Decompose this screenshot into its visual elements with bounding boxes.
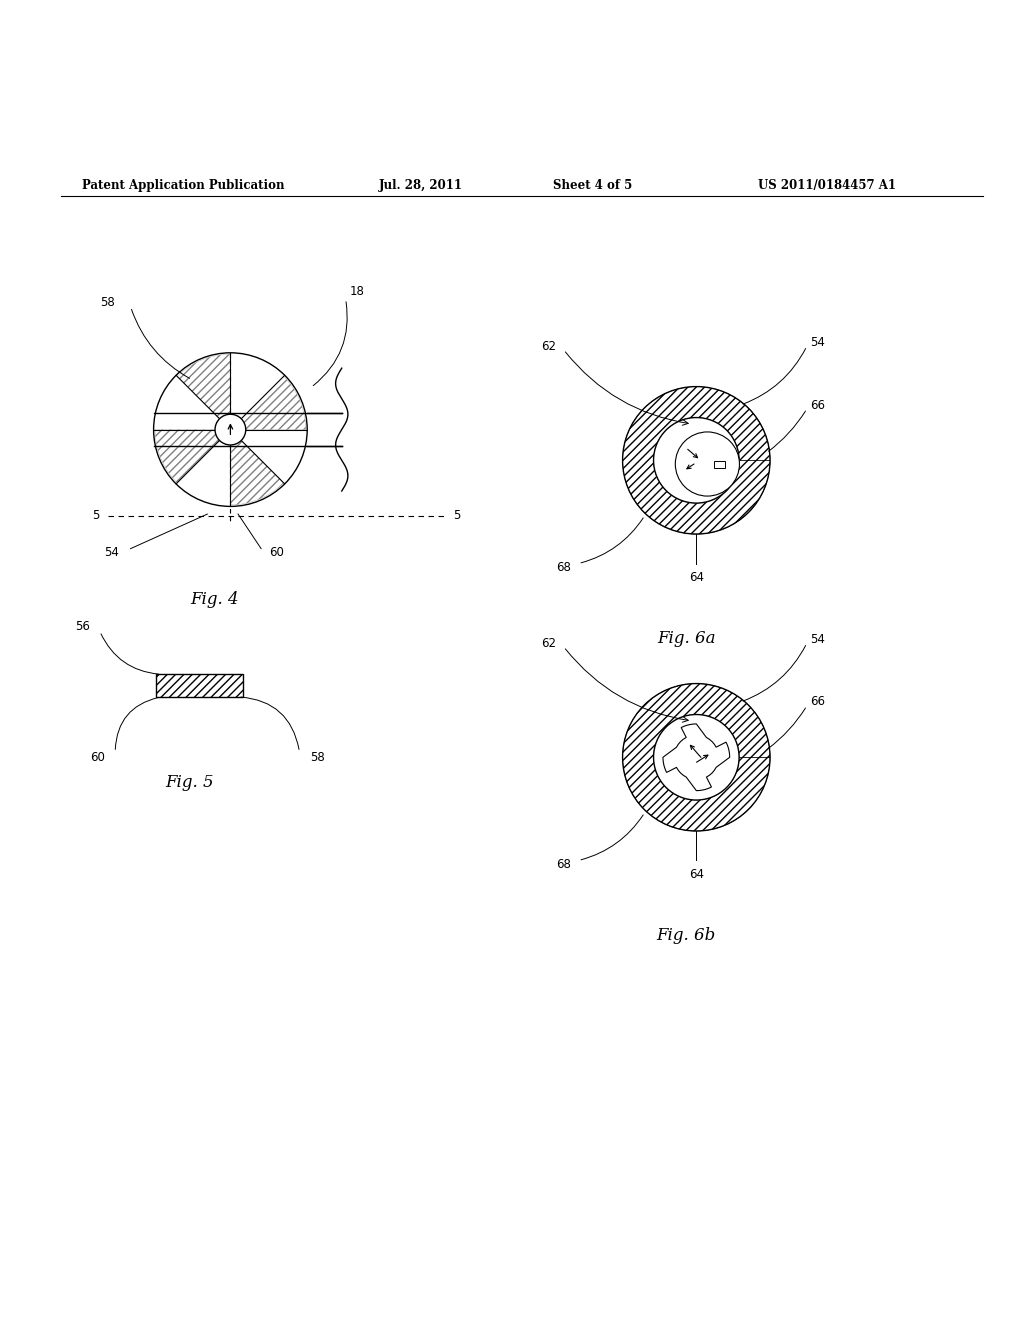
Text: US 2011/0184457 A1: US 2011/0184457 A1 (758, 180, 896, 193)
Text: Fig. 4: Fig. 4 (190, 591, 240, 609)
Text: Jul. 28, 2011: Jul. 28, 2011 (379, 180, 463, 193)
Text: Fig. 6a: Fig. 6a (656, 630, 716, 647)
Text: 60: 60 (90, 751, 104, 764)
Text: Fig. 5: Fig. 5 (165, 774, 214, 791)
Bar (156, 675, 244, 697)
Text: Sheet 4 of 5: Sheet 4 of 5 (553, 180, 632, 193)
Text: 5: 5 (453, 510, 461, 523)
Text: Fig. 6b: Fig. 6b (656, 927, 716, 944)
Circle shape (653, 714, 739, 800)
Circle shape (215, 414, 246, 445)
Circle shape (675, 432, 739, 496)
Text: 18: 18 (349, 285, 365, 298)
Text: 66: 66 (811, 399, 825, 412)
Text: 54: 54 (811, 632, 825, 645)
Text: 68: 68 (556, 858, 571, 871)
Text: 62: 62 (542, 636, 556, 649)
Text: 68: 68 (556, 561, 571, 574)
Text: 58: 58 (100, 297, 116, 309)
Text: 66: 66 (811, 696, 825, 709)
Text: 5: 5 (92, 510, 100, 523)
Text: 64: 64 (689, 572, 703, 583)
Text: 54: 54 (811, 335, 825, 348)
Bar (715, 462, 725, 467)
Text: Patent Application Publication: Patent Application Publication (82, 180, 285, 193)
Text: 64: 64 (689, 867, 703, 880)
Text: 56: 56 (75, 619, 90, 632)
Text: 60: 60 (268, 546, 284, 558)
Text: 58: 58 (309, 751, 325, 764)
Circle shape (653, 417, 739, 503)
Text: 54: 54 (104, 546, 119, 558)
Text: 62: 62 (542, 339, 556, 352)
